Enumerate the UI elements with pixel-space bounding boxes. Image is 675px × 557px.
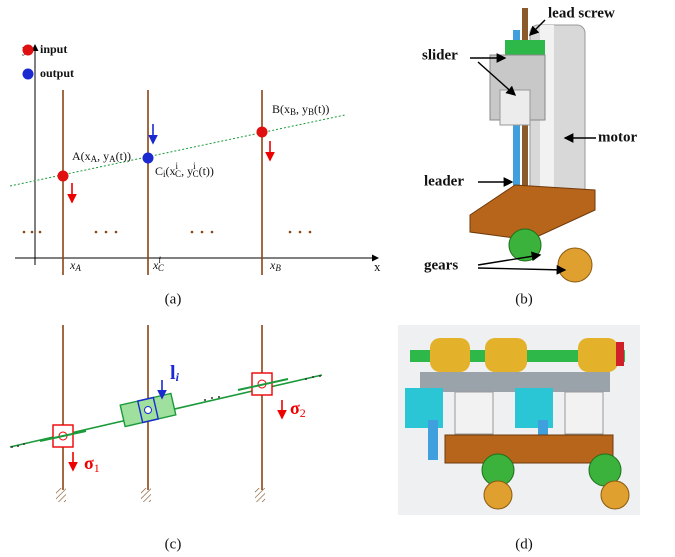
t: (t)) — [116, 149, 131, 163]
t: A — [74, 263, 81, 273]
t: σ — [84, 453, 94, 473]
label: leader — [424, 173, 464, 189]
caption: (b) — [515, 291, 533, 307]
input-label: li — [170, 362, 180, 384]
panel-b: lead screw slider motor leader gears (b) — [422, 5, 637, 307]
x-axis-label: x — [374, 259, 381, 274]
slider-block — [500, 90, 530, 125]
plate — [445, 435, 613, 463]
motor — [485, 338, 527, 372]
panel-d: (d) — [398, 325, 640, 552]
gear — [601, 481, 629, 509]
t: 1 — [94, 461, 100, 475]
gear — [558, 248, 592, 282]
motor — [578, 338, 618, 372]
rod — [428, 420, 438, 460]
t: , y — [97, 149, 109, 163]
tick-a: xA — [69, 258, 81, 273]
t: A(x — [72, 149, 91, 163]
t: C — [155, 164, 163, 178]
slider-top — [505, 40, 545, 55]
label: slider — [422, 47, 458, 63]
rails — [63, 90, 262, 275]
legend-output: output — [40, 66, 74, 80]
point-a — [58, 171, 69, 182]
label: gears — [424, 257, 458, 273]
legend-input-dot — [23, 45, 34, 56]
t: (x — [166, 164, 176, 178]
cap — [616, 342, 624, 366]
figure: y x input output A(xA, yA(t)) B(xB, yB(t… — [0, 0, 675, 557]
ground — [255, 488, 265, 502]
point-c — [143, 153, 154, 164]
ground — [141, 488, 151, 502]
t: (t)) — [199, 164, 214, 178]
gear — [484, 481, 512, 509]
sigma-2: σ2 — [290, 398, 306, 420]
caption: (a) — [165, 291, 182, 307]
caption: (d) — [515, 536, 533, 552]
point-b — [257, 127, 268, 138]
t: 2 — [300, 406, 306, 420]
point-a-label: A(xA, yA(t)) — [72, 149, 131, 164]
t: B(x — [272, 102, 290, 116]
t: , y — [181, 164, 193, 178]
label: motor — [598, 129, 637, 145]
t: σ — [290, 398, 300, 418]
panel-c: li σ1 σ2 (c) — [10, 325, 322, 552]
point-b-label: B(xB, yB(t)) — [272, 102, 329, 117]
tick-b: xB — [269, 258, 281, 273]
t: (t)) — [314, 102, 329, 116]
slider — [565, 392, 603, 434]
ground — [56, 488, 66, 502]
panel-a: y x input output A(xA, yA(t)) B(xB, yB(t… — [10, 41, 381, 307]
label: lead screw — [548, 5, 615, 21]
t: i — [176, 370, 180, 384]
slider — [455, 392, 493, 434]
motor — [430, 338, 470, 372]
t: B — [275, 263, 281, 273]
sigma-1: σ1 — [84, 453, 100, 475]
dots — [23, 231, 312, 234]
t: C — [158, 263, 165, 273]
slider-i — [120, 393, 176, 426]
legend-output-dot — [23, 69, 34, 80]
legend-input: input — [40, 42, 67, 56]
t: , y — [296, 102, 308, 116]
caption: (c) — [165, 536, 182, 552]
